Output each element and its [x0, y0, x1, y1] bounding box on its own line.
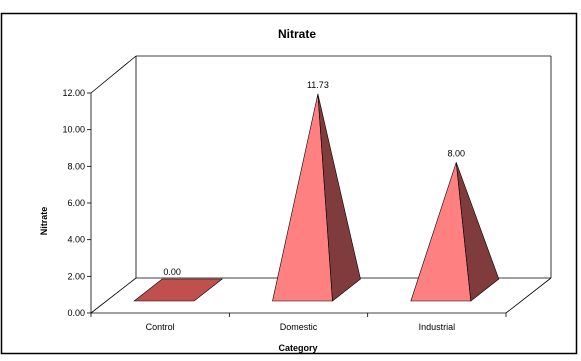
x-axis-ticks: Control Domestic Industrial [90, 313, 507, 332]
y-tick-label: 0.00 [67, 308, 85, 318]
y-tick-label: 2.00 [67, 271, 85, 281]
x-axis-title: Category [278, 343, 317, 353]
y-tick-label: 12.00 [62, 88, 85, 98]
pyramid-control [133, 278, 224, 302]
y-axis-ticks: 0.00 2.00 4.00 6.00 8.00 10.00 12.00 [62, 88, 91, 318]
y-tick-label: 10.00 [62, 125, 85, 135]
x-tick-label: Control [146, 322, 175, 332]
floor-left [90, 277, 137, 314]
x-tick-label: Industrial [419, 322, 456, 332]
y-tick-label: 8.00 [67, 161, 85, 171]
pyramid-flat-base [133, 278, 224, 302]
data-label: 8.00 [447, 148, 465, 158]
data-label: 0.00 [163, 267, 181, 277]
pyramid-domestic [272, 93, 361, 302]
y-tick-label: 6.00 [67, 198, 85, 208]
y-tick-label: 4.00 [67, 235, 85, 245]
data-label: 11.73 [307, 80, 329, 90]
pyramid-side-face [317, 93, 361, 302]
pyramid-series [133, 93, 500, 302]
side-wall-top [90, 55, 137, 94]
pyramid-side-face [455, 162, 500, 302]
pyramid-industrial [410, 162, 500, 302]
data-labels: 0.00 11.73 8.00 [163, 80, 465, 277]
chart-border [0, 12, 578, 355]
floor-right [505, 277, 552, 314]
x-tick-label: Domestic [280, 322, 318, 332]
y-axis-title: Nitrate [39, 207, 49, 236]
chart-title: Nitrate [278, 27, 316, 41]
